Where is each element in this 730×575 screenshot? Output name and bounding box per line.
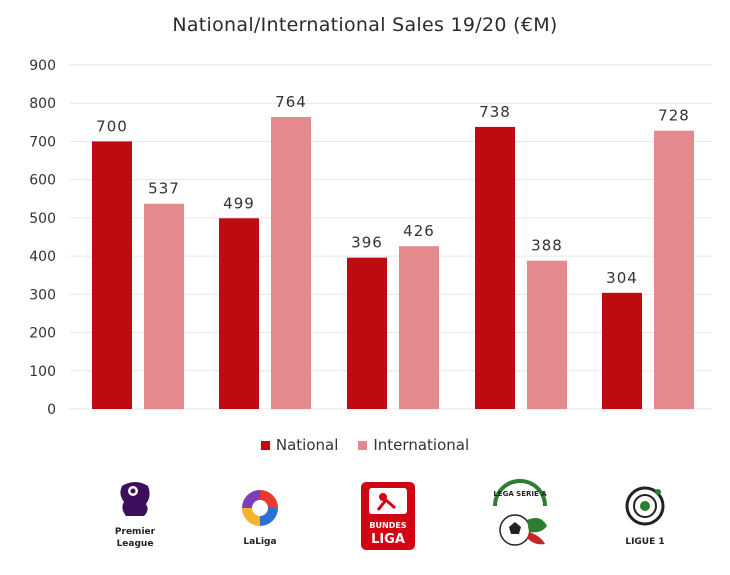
bundesliga-logo: BUNDES LIGA (353, 478, 423, 558)
bar-national-3 (475, 126, 515, 410)
bar-international-0 (144, 203, 184, 409)
data-label-national-2: 396 (351, 234, 383, 252)
data-label-national-0: 700 (96, 117, 128, 135)
data-label-international-0: 537 (148, 180, 180, 198)
bar-international-4 (654, 130, 694, 409)
laliga-logo: LaLiga (225, 478, 295, 558)
bundesliga-logo-line2: LIGA (371, 532, 405, 547)
data-label-international-4: 728 (658, 107, 690, 125)
bar-chart: 0 100 200 300 400 500 600 700 800 900 700 499 396 738… (29, 58, 712, 418)
legend-item-national: National (260, 436, 339, 454)
bar-international-1 (271, 116, 311, 409)
ligue-1-logo-text: LIGUE 1 (625, 537, 664, 547)
bar-national-1 (219, 218, 259, 409)
bundesliga-logo-line1: BUNDES (369, 521, 406, 530)
data-label-international-1: 764 (275, 93, 307, 111)
data-label-national-3: 738 (479, 103, 511, 121)
laliga-logo-text: LaLiga (243, 537, 276, 547)
data-label-national-1: 499 (223, 194, 255, 212)
y-tick-label-600: 600 (29, 173, 56, 189)
y-tick-label-200: 200 (29, 326, 56, 342)
y-tick-label-800: 800 (29, 96, 56, 112)
y-tick-label-900: 900 (29, 58, 56, 74)
legend: National International (0, 436, 730, 454)
legend-swatch-national (260, 440, 270, 450)
premier-league-logo-line2: League (117, 539, 154, 549)
y-tick-label-400: 400 (29, 249, 56, 265)
serie-a-logo-text: LEGA SERIE A (493, 490, 547, 498)
legend-swatch-international (358, 440, 368, 450)
bar-national-0 (92, 141, 132, 409)
data-label-international-2: 426 (403, 222, 435, 240)
serie-a-logo: LEGA SERIE A (485, 478, 555, 558)
bar-international-3 (527, 260, 567, 409)
legend-label-international: International (373, 436, 470, 454)
data-label-national-4: 304 (606, 269, 638, 287)
y-tick-label-700: 700 (29, 134, 56, 150)
y-tick-label-500: 500 (29, 211, 56, 227)
y-tick-label-0: 0 (47, 402, 56, 418)
bar-national-4 (602, 292, 642, 409)
y-tick-label-100: 100 (29, 364, 56, 380)
bar-international-2 (399, 246, 439, 409)
legend-label-national: National (275, 436, 339, 454)
chart-title: National/International Sales 19/20 (€M) (172, 14, 558, 36)
premier-league-logo-line1: Premier (115, 527, 156, 537)
y-tick-label-300: 300 (29, 287, 56, 303)
premier-league-logo: Premier League (100, 478, 170, 558)
data-label-international-3: 388 (531, 237, 563, 255)
bar-national-2 (347, 257, 387, 409)
legend-item-international: International (358, 436, 469, 454)
ligue-1-logo: LIGUE 1 (610, 478, 680, 558)
